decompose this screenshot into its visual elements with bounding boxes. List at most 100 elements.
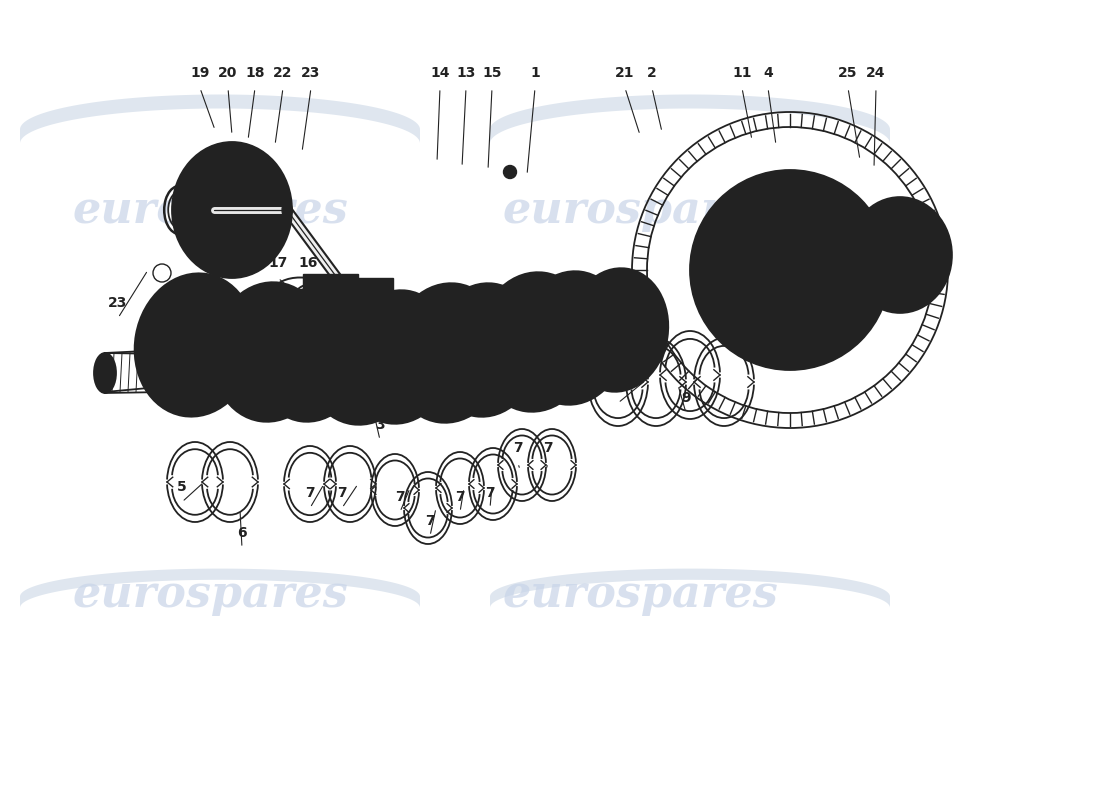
Text: 12: 12 [139,331,157,345]
Ellipse shape [282,201,292,219]
Text: 7: 7 [305,486,315,500]
Ellipse shape [549,306,585,362]
Ellipse shape [172,142,292,278]
Text: eurospares: eurospares [73,189,348,231]
Text: 13: 13 [456,66,475,80]
Ellipse shape [187,326,208,348]
Ellipse shape [322,360,358,376]
Ellipse shape [407,359,443,375]
Text: 19: 19 [190,66,210,80]
Ellipse shape [255,288,365,422]
Circle shape [916,277,928,289]
Circle shape [738,218,842,322]
Ellipse shape [367,301,378,307]
Polygon shape [20,94,420,143]
Ellipse shape [354,337,374,358]
Text: 21: 21 [615,66,635,80]
Text: 7: 7 [426,514,434,528]
Circle shape [353,287,363,297]
Text: 2: 2 [647,66,657,80]
Text: 17: 17 [268,256,288,270]
Text: 6: 6 [238,526,246,540]
Text: 7: 7 [514,441,522,455]
Circle shape [800,197,815,213]
Circle shape [829,310,846,326]
Circle shape [717,279,733,295]
Ellipse shape [364,392,380,418]
Text: 16: 16 [298,256,318,270]
Ellipse shape [504,166,517,178]
Text: 7: 7 [455,490,465,504]
Bar [302,274,358,302]
Ellipse shape [152,362,188,378]
Ellipse shape [634,335,665,349]
Ellipse shape [295,313,336,373]
Text: 8: 8 [613,381,623,395]
Text: 24: 24 [867,66,886,80]
Ellipse shape [527,323,547,345]
Text: 7: 7 [543,441,553,455]
Text: 5: 5 [177,480,187,494]
Circle shape [690,170,890,370]
Ellipse shape [848,197,952,313]
Text: eurospares: eurospares [502,189,778,231]
Ellipse shape [331,301,342,307]
Text: 7: 7 [395,490,405,504]
Ellipse shape [302,337,321,357]
Circle shape [734,214,750,230]
Text: 9: 9 [681,391,691,405]
Ellipse shape [304,286,420,425]
Ellipse shape [871,223,928,287]
Ellipse shape [379,319,416,375]
Text: eurospares: eurospares [502,574,778,617]
Text: eurospares: eurospares [73,574,348,617]
Ellipse shape [134,274,255,417]
Text: 3: 3 [375,418,385,432]
Ellipse shape [236,357,273,373]
Ellipse shape [440,334,460,355]
Ellipse shape [389,283,506,422]
Text: 11: 11 [733,66,751,80]
Text: 4: 4 [763,66,773,80]
Circle shape [505,167,515,177]
Circle shape [770,250,810,290]
Text: 25: 25 [838,66,858,80]
Text: 7: 7 [338,486,346,500]
Circle shape [338,283,348,293]
Circle shape [764,327,781,343]
Text: 18: 18 [245,66,265,80]
Text: 22: 22 [273,66,293,80]
Ellipse shape [612,313,629,331]
Ellipse shape [568,268,669,392]
Polygon shape [490,569,890,608]
Text: 20: 20 [218,66,238,80]
Bar [348,278,393,306]
Text: 14: 14 [430,66,450,80]
Ellipse shape [324,294,386,350]
Ellipse shape [564,320,584,340]
Text: 23: 23 [108,296,128,310]
Text: 15: 15 [482,66,502,80]
Ellipse shape [210,303,250,363]
Ellipse shape [200,199,220,221]
Ellipse shape [211,282,328,422]
Ellipse shape [578,344,613,360]
Text: 23: 23 [301,66,321,80]
Ellipse shape [145,350,160,363]
Ellipse shape [343,290,453,424]
Ellipse shape [477,332,496,352]
Text: 7: 7 [485,486,495,500]
Ellipse shape [430,283,540,417]
Ellipse shape [517,271,627,405]
Polygon shape [490,94,890,143]
Ellipse shape [492,354,528,370]
Ellipse shape [244,199,264,221]
Circle shape [847,245,864,261]
Polygon shape [20,569,420,608]
Ellipse shape [262,334,283,354]
Ellipse shape [465,314,502,370]
Ellipse shape [145,358,160,371]
Circle shape [311,283,321,293]
Text: 10: 10 [614,324,634,338]
Circle shape [376,287,386,297]
